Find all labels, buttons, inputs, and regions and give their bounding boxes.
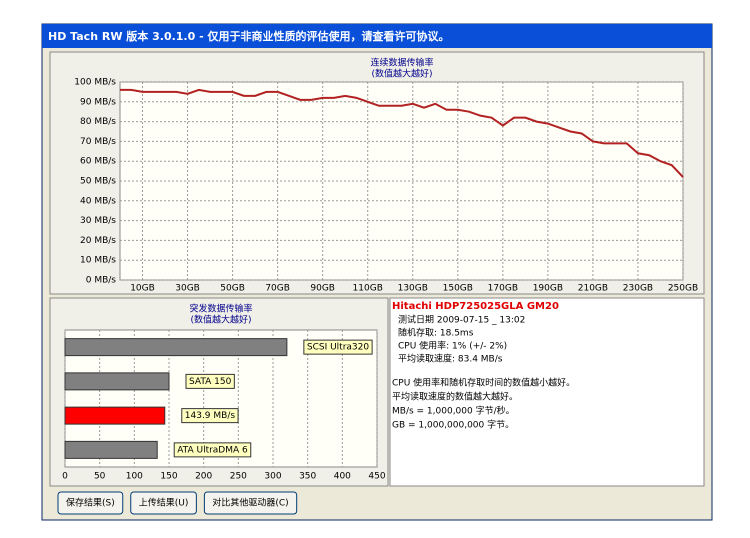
window-title: HD Tach RW 版本 3.0.1.0 - 仅用于非商业性质的评估使用，请查… (48, 29, 450, 43)
x-tick-label: 230GB (623, 284, 653, 294)
x-tick-label: 30GB (175, 284, 200, 294)
info-note: CPU 使用率和随机存取时间的数值越小越好。 (392, 377, 575, 389)
y-tick-label: 10 MB/s (80, 256, 116, 266)
bar (64, 440, 158, 459)
title-bar (42, 24, 712, 48)
info-line: CPU 使用率: 1% (+/- 2%) (398, 340, 507, 352)
bar (64, 338, 288, 357)
y-tick-label: 70 MB/s (80, 137, 116, 147)
button[interactable] (203, 491, 298, 515)
label-box (185, 373, 235, 389)
x-tick-label: 110GB (353, 284, 383, 294)
x-tick-label: 350 (299, 472, 316, 482)
info-line: 测试日期 2009-07-15 _ 13:02 (398, 314, 525, 326)
bar-label: SCSI Ultra320 (307, 343, 370, 353)
label-box (303, 339, 373, 355)
y-tick-label: 90 MB/s (80, 97, 116, 107)
x-tick-label: 50GB (220, 284, 245, 294)
y-tick-label: 40 MB/s (80, 196, 116, 206)
label-box (173, 442, 252, 458)
y-tick-label: 0 MB/s (86, 276, 117, 286)
y-tick-label: 30 MB/s (80, 216, 116, 226)
y-tick-label: 80 MB/s (80, 117, 116, 127)
bar-label: ATA UltraDMA 6 (177, 445, 248, 455)
x-tick-label: 150 (160, 472, 177, 482)
bar-label: SATA 150 (189, 377, 232, 387)
info-note: 平均读取速度的数值越大越好。 (392, 391, 518, 403)
x-tick-label: 0 (62, 472, 68, 482)
x-tick-label: 250GB (668, 284, 698, 294)
chart-subtitle: (数值越大越好) (190, 314, 251, 326)
button-label[interactable]: 对比其他驱动器(C) (212, 497, 288, 509)
x-tick-label: 100 (126, 472, 143, 482)
data-line (120, 88, 684, 178)
bar (64, 372, 170, 391)
x-tick-label: 190GB (533, 284, 563, 294)
info-line: 随机存取: 18.5ms (398, 327, 474, 339)
y-tick-label: 60 MB/s (80, 157, 116, 167)
info-line: 平均读取速度: 83.4 MB/s (398, 353, 503, 365)
x-tick-label: 10GB (130, 284, 155, 294)
chart-title: 突发数据传输率 (189, 303, 252, 315)
button[interactable] (130, 491, 197, 515)
x-tick-label: 50 (94, 472, 106, 482)
info-panel (389, 297, 705, 487)
x-tick-label: 150GB (443, 284, 473, 294)
chart-title: 连续数据传输率 (370, 57, 433, 69)
x-tick-label: 90GB (310, 284, 335, 294)
y-tick-label: 50 MB/s (80, 177, 116, 187)
bar (64, 406, 166, 425)
x-tick-label: 250 (230, 472, 247, 482)
x-tick-label: 70GB (265, 284, 290, 294)
x-tick-label: 170GB (488, 284, 518, 294)
chart-subtitle: (数值越大越好) (371, 68, 432, 80)
y-tick-label: 20 MB/s (80, 236, 116, 246)
button-label[interactable]: 上传结果(U) (139, 497, 189, 509)
x-tick-label: 450 (368, 472, 385, 482)
label-box (181, 408, 239, 424)
button[interactable] (57, 491, 124, 515)
y-tick-label: 100 MB/s (74, 78, 116, 88)
bar-label: 143.9 MB/s (185, 411, 236, 421)
drive-name: Hitachi HDP725025GLA GM20 (392, 301, 559, 312)
x-tick-label: 300 (264, 472, 281, 482)
x-tick-label: 200 (195, 472, 212, 482)
info-note: GB = 1,000,000,000 字节。 (392, 419, 514, 431)
x-tick-label: 130GB (398, 284, 428, 294)
info-note: MB/s = 1,000,000 字节/秒。 (392, 405, 515, 417)
x-tick-label: 210GB (578, 284, 608, 294)
button-label[interactable]: 保存结果(S) (66, 497, 115, 509)
x-tick-label: 400 (334, 472, 351, 482)
